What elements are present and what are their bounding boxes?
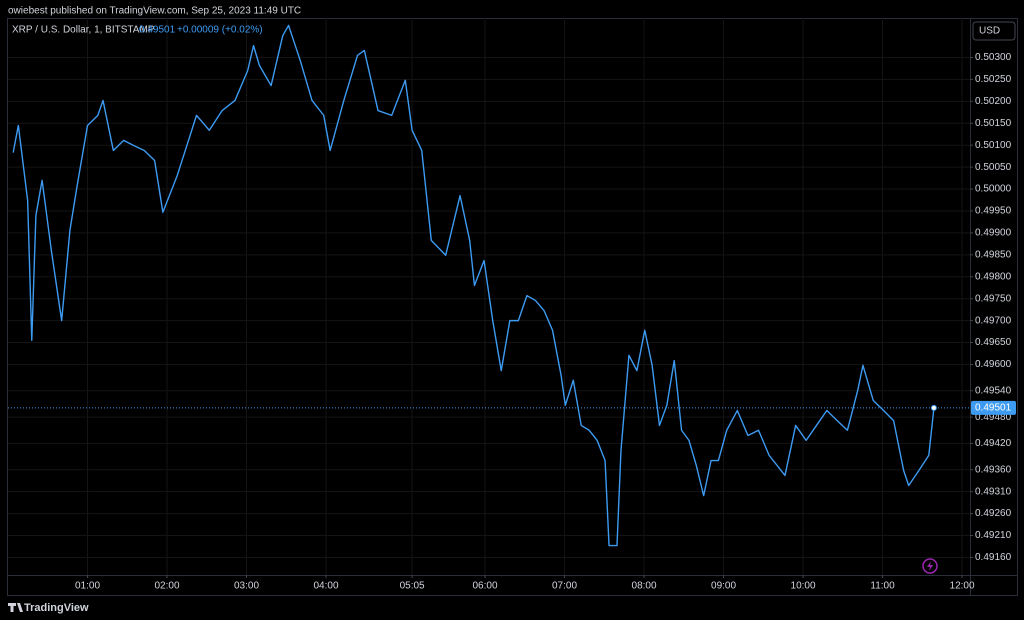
y-tick-label: 0.50200 [975, 96, 1012, 107]
header-mask [967, 0, 1024, 18]
x-tick-label: 02:00 [154, 581, 179, 592]
x-tick-label: 08:00 [632, 581, 657, 592]
y-tick-label: 0.49900 [975, 228, 1012, 239]
x-tick-label: 09:00 [711, 581, 736, 592]
axes: 0.50300 0.50250 0.50200 0.50150 0.50100 0.500… [75, 52, 1016, 592]
x-tick-label: 01:00 [75, 581, 100, 592]
header-price: 0.49501 [139, 25, 176, 36]
y-tick-label: 0.49360 [975, 464, 1012, 475]
plot [8, 24, 970, 547]
x-tick-label: 06:00 [473, 581, 498, 592]
currency: USD [979, 26, 1000, 37]
currency-box[interactable] [972, 21, 1016, 41]
y-tick-label: 0.49260 [975, 508, 1012, 519]
x-tick-label: 07:00 [552, 581, 577, 592]
y-tick-label: 0.49950 [975, 206, 1012, 217]
x-tick-label: 04:00 [314, 581, 339, 592]
last-price-label: 0.49501 [975, 403, 1012, 414]
y-tick-label: 0.49750 [975, 293, 1012, 304]
brand-name: TradingView [24, 602, 89, 614]
y-tick-label: 0.50150 [975, 118, 1012, 129]
last-price-box [971, 400, 1016, 415]
y-tick-label: 0.49800 [975, 271, 1012, 282]
y-tick-label: 0.49850 [975, 249, 1012, 260]
y-tick-label: 0.50250 [975, 74, 1012, 85]
publisher-line: owiebest published on TradingView.com, S… [8, 6, 301, 17]
y-tick-label: 0.49310 [975, 486, 1012, 497]
x-tick-label: 03:00 [234, 581, 259, 592]
y-tick-label: 0.49160 [975, 552, 1012, 563]
y-tick-label: 0.50050 [975, 162, 1012, 173]
header-change: +0.00009 (+0.02%) [177, 25, 263, 36]
x-tick-label: 05:05 [400, 581, 425, 592]
y-tick-label: 0.50300 [975, 52, 1012, 63]
symbol-title: XRP / U.S. Dollar, 1, BITSTAMP [12, 25, 155, 36]
lightning-icon[interactable] [922, 558, 938, 574]
y-tick-label: 0.49540 [975, 385, 1012, 396]
y-tick-label: 0.49210 [975, 530, 1012, 541]
y-tick-label: 0.49600 [975, 359, 1012, 370]
x-tick-label: 11:00 [870, 581, 895, 592]
y-tick-label: 0.49700 [975, 315, 1012, 326]
brand-logo [8, 603, 23, 612]
y-tick-label: 0.50000 [975, 184, 1012, 195]
y-tick-label: 0.49650 [975, 337, 1012, 348]
y-tick-label: 0.50100 [975, 140, 1012, 151]
y-tick-label: 0.49480 [975, 412, 1012, 423]
price-line [12, 24, 935, 547]
x-tick-label: 12:00 [950, 581, 975, 592]
frame [7, 18, 1018, 596]
y-tick-label: 0.49420 [975, 438, 1012, 449]
last-point [930, 404, 937, 411]
x-tick-label: 10:00 [791, 581, 816, 592]
lightning-bolt [927, 561, 933, 571]
grid [8, 18, 970, 575]
